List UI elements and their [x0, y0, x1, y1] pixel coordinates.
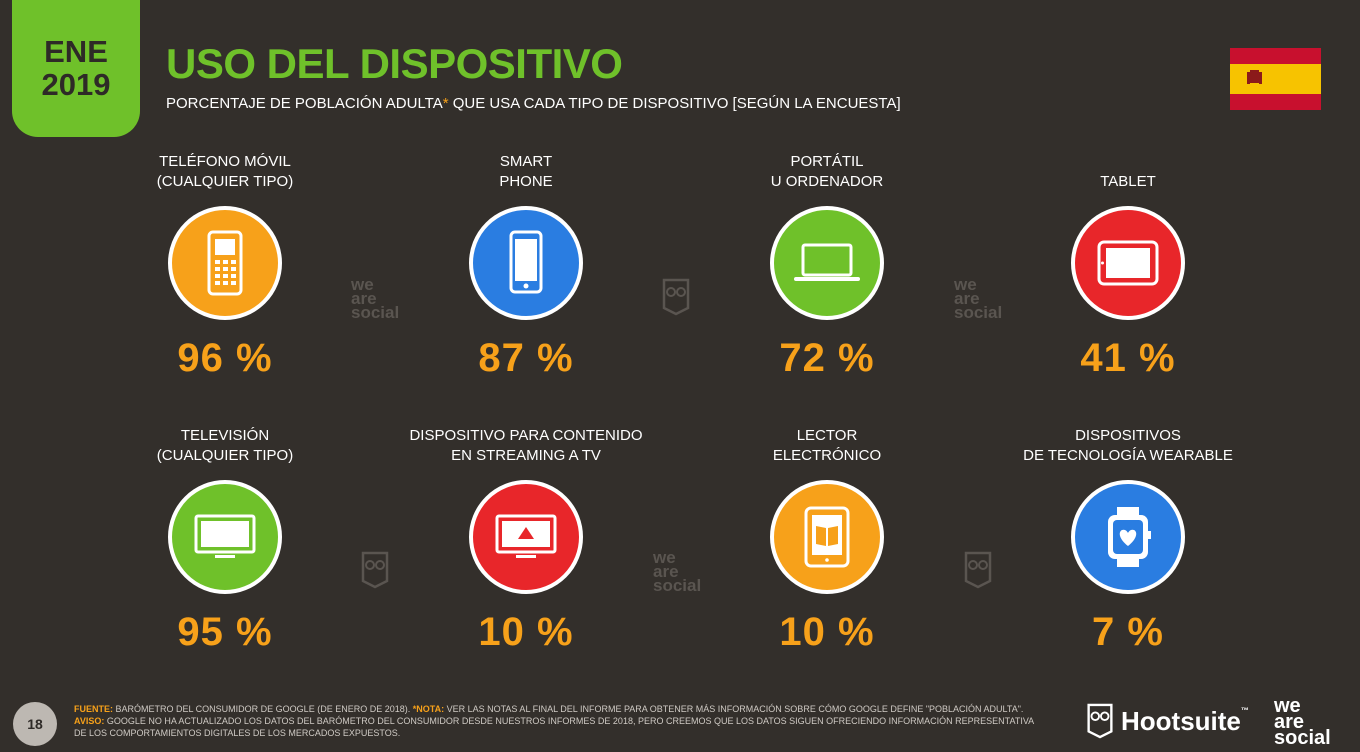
spain-flag-icon [1230, 48, 1321, 110]
page-subtitle: PORCENTAJE DE POBLACIÓN ADULTA* QUE USA … [166, 95, 901, 112]
device-value: 41 % [1080, 336, 1176, 380]
we-are-social-watermark: we are social [954, 275, 1003, 322]
device-card-ereader: LECTOR ELECTRÓNICO 10 % [677, 424, 977, 655]
device-value: 7 % [1092, 610, 1164, 654]
device-label: PORTÁTIL U ORDENADOR [770, 153, 884, 190]
television-icon [168, 480, 282, 594]
device-value: 96 % [177, 336, 273, 380]
streaming-device-icon [469, 480, 583, 594]
tablet-icon [1071, 206, 1185, 320]
device-label: TELEVISIÓN (CUALQUIER TIPO) [156, 427, 294, 464]
device-label: DISPOSITIVO PARA CONTENIDO EN STREAMING A… [409, 427, 643, 464]
device-label: TELÉFONO MÓVIL (CUALQUIER TIPO) [156, 153, 294, 190]
badge-month: ENE [44, 33, 108, 69]
device-card-tablet: TABLET 41 % [978, 150, 1278, 381]
hootsuite-wordmark: Hootsuite™ [1121, 705, 1249, 736]
badge-year: 2019 [41, 66, 111, 102]
smartwatch-icon [1071, 480, 1185, 594]
owl-watermark-icon [361, 551, 389, 594]
device-value: 95 % [177, 610, 273, 654]
we-are-social-watermark: we are social [653, 548, 702, 595]
page-number: 18 [13, 702, 57, 746]
device-card-television: TELEVISIÓN (CUALQUIER TIPO) 95 % [75, 424, 375, 655]
device-label: SMART PHONE [499, 153, 553, 190]
smartphone-icon [469, 206, 583, 320]
we-are-social-logo: we are social [1274, 695, 1331, 749]
device-value: 87 % [478, 336, 574, 380]
page-title: USO DEL DISPOSITIVO [166, 40, 623, 87]
device-card-streaming: DISPOSITIVO PARA CONTENIDO EN STREAMING A… [376, 424, 676, 655]
device-value: 72 % [779, 336, 875, 380]
owl-watermark-icon [662, 278, 690, 321]
device-label: TABLET [1100, 173, 1156, 190]
footer-notes: FUENTE: BARÓMETRO DEL CONSUMIDOR DE GOOG… [74, 704, 1034, 738]
device-card-wearable: DISPOSITIVOS DE TECNOLOGÍA WEARABLE 7 % [978, 424, 1278, 655]
device-card-smartphone: SMART PHONE 87 % [376, 150, 676, 381]
device-label: DISPOSITIVOS DE TECNOLOGÍA WEARABLE [1023, 427, 1233, 464]
feature-phone-icon [168, 206, 282, 320]
device-label: LECTOR ELECTRÓNICO [772, 427, 882, 464]
ereader-icon [770, 480, 884, 594]
device-card-mobile-phone: TELÉFONO MÓVIL (CUALQUIER TIPO) 96 % [75, 150, 375, 381]
hootsuite-logo: Hootsuite™ [1085, 703, 1249, 739]
owl-watermark-icon [964, 551, 992, 594]
date-badge: ENE 2019 [12, 0, 140, 137]
device-card-laptop: PORTÁTIL U ORDENADOR 72 % [677, 150, 977, 381]
device-value: 10 % [478, 610, 574, 654]
laptop-icon [770, 206, 884, 320]
hootsuite-owl-icon [1087, 703, 1113, 739]
device-value: 10 % [779, 610, 875, 654]
we-are-social-watermark: we are social [351, 275, 400, 322]
